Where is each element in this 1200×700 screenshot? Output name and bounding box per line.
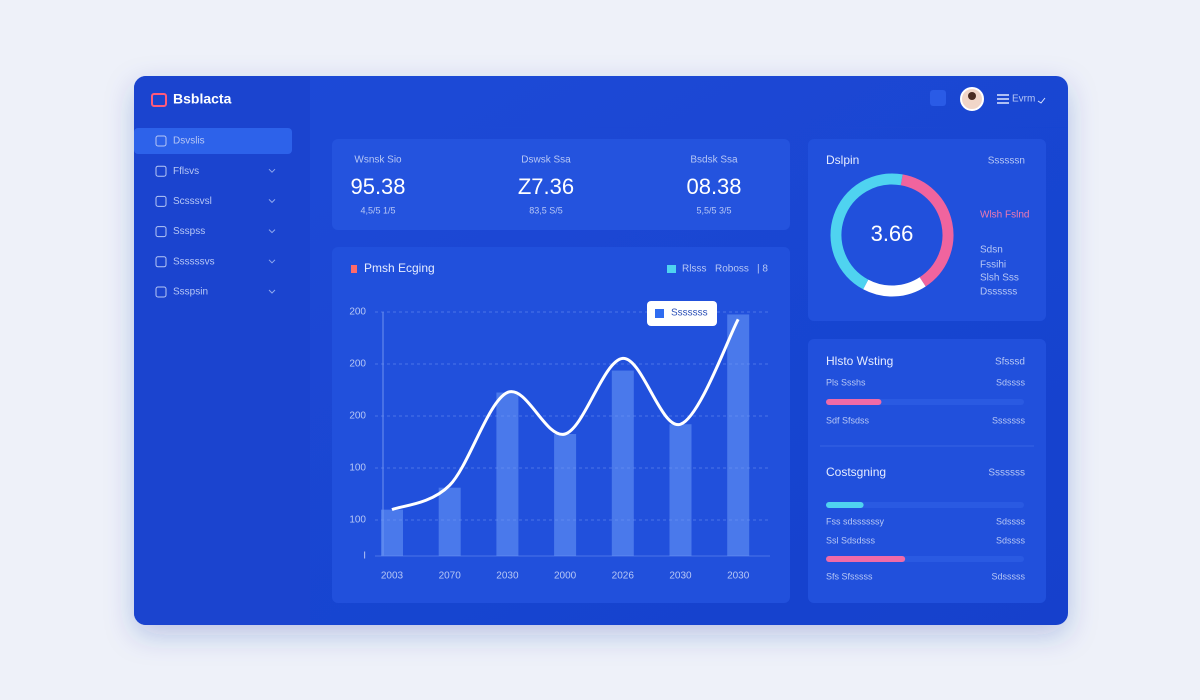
progress-label: Fss sdssssssy bbox=[826, 516, 885, 526]
stat-value: Z7.36 bbox=[518, 174, 574, 199]
y-axis-label: I bbox=[363, 551, 366, 562]
donut-action[interactable]: Ssssssn bbox=[988, 156, 1025, 167]
progress-bar bbox=[826, 556, 906, 562]
bar bbox=[727, 314, 750, 556]
sidebar bbox=[134, 76, 310, 625]
donut-segment bbox=[830, 173, 903, 290]
y-axis-label: 200 bbox=[349, 411, 366, 422]
nav-item[interactable]: Scsssvsl bbox=[173, 196, 212, 207]
y-axis-label: 200 bbox=[349, 359, 366, 370]
nav-icon bbox=[155, 135, 167, 147]
progress-right: Sdssss bbox=[996, 516, 1026, 526]
active-nav bbox=[134, 128, 292, 154]
chart-icon bbox=[351, 265, 357, 273]
stat-label: Dswsk Ssa bbox=[521, 155, 571, 166]
stat-label: Wsnsk Sio bbox=[354, 155, 402, 166]
progress-label: Sfs Sfsssss bbox=[826, 571, 873, 581]
bar bbox=[496, 392, 519, 556]
chart: Pmsh Ecging Rlsss Roboss | 8 200 200 200 100 100… bbox=[349, 261, 770, 582]
legend-label: Roboss bbox=[715, 264, 749, 275]
bar bbox=[611, 370, 634, 556]
progress-right: Sssssss bbox=[992, 415, 1026, 425]
chart-title: Pmsh Ecging bbox=[364, 261, 435, 275]
stat-value: 95.38 bbox=[350, 174, 405, 199]
x-axis-label: 2000 bbox=[554, 571, 577, 582]
progress-right: Sdssss bbox=[996, 377, 1026, 387]
progress-action[interactable]: Sfsssd bbox=[995, 357, 1025, 368]
avatar-head bbox=[968, 92, 976, 100]
donut-legend: Fssihi bbox=[980, 260, 1006, 271]
progress-title: Hlsto Wsting bbox=[826, 354, 893, 368]
legend-label: Rlsss bbox=[682, 264, 706, 275]
x-axis-label: 2030 bbox=[727, 571, 750, 582]
bar bbox=[554, 434, 577, 556]
stat-sub: 4,5/5 1/5 bbox=[360, 205, 395, 215]
progress-label: Ssl Sdsdsss bbox=[826, 535, 876, 545]
donut-legend: Dssssss bbox=[980, 287, 1017, 298]
donut-legend: Slsh Sss bbox=[980, 273, 1019, 284]
nav-icon bbox=[155, 195, 167, 207]
chevron bbox=[268, 259, 276, 264]
progress-right: Sdsssss bbox=[991, 571, 1025, 581]
nav-icon bbox=[155, 165, 167, 177]
chevron bbox=[268, 199, 276, 204]
x-axis-label: 2030 bbox=[669, 571, 692, 582]
nav-item[interactable]: Ssspsin bbox=[173, 287, 208, 298]
progress-label: Sdf Sfsdss bbox=[826, 415, 870, 425]
menu-icon[interactable] bbox=[997, 94, 1009, 104]
line bbox=[391, 318, 740, 512]
chevron bbox=[268, 168, 276, 173]
stats-card bbox=[332, 139, 790, 230]
progress-title: Costsgning bbox=[826, 465, 886, 479]
tooltip-swatch bbox=[655, 309, 664, 318]
donut-segment bbox=[900, 174, 954, 287]
x-axis-label: 2030 bbox=[496, 571, 519, 582]
stat-sub: 5,5/5 3/5 bbox=[696, 205, 731, 215]
stat-label: Bsdsk Ssa bbox=[690, 155, 738, 166]
donut-center: 3.66 bbox=[871, 221, 914, 246]
notification-icon[interactable] bbox=[930, 90, 946, 106]
brand-logo bbox=[151, 93, 167, 107]
brand: Bsblacta bbox=[173, 91, 232, 107]
tooltip bbox=[647, 301, 717, 326]
y-axis-label: 100 bbox=[349, 463, 366, 474]
stat-value: 08.38 bbox=[686, 174, 741, 199]
progress-right: Sdssss bbox=[996, 535, 1026, 545]
chevron bbox=[268, 229, 276, 234]
progress-action[interactable]: Sssssss bbox=[988, 468, 1025, 479]
donut-legend: Wlsh Fslnd bbox=[980, 210, 1029, 221]
nav-icon bbox=[155, 256, 167, 268]
donut-legend: Sdsn bbox=[980, 245, 1003, 256]
user-menu[interactable]: Evrm bbox=[1012, 94, 1035, 105]
donut-title: Dslpin bbox=[826, 153, 859, 167]
x-axis-label: 2070 bbox=[439, 571, 462, 582]
x-axis-label: 2003 bbox=[381, 571, 404, 582]
y-axis-label: 100 bbox=[349, 515, 366, 526]
nav-icon bbox=[155, 286, 167, 298]
stat-sub: 83,5 S/5 bbox=[529, 205, 563, 215]
legend-swatch bbox=[667, 265, 676, 273]
tooltip-text: Sssssss bbox=[671, 308, 708, 319]
progress-label: Pls Ssshs bbox=[826, 377, 866, 387]
bar bbox=[669, 424, 692, 556]
bar bbox=[381, 509, 403, 556]
progress-bar bbox=[826, 502, 864, 508]
donut-segment bbox=[863, 277, 926, 297]
chevron bbox=[268, 289, 276, 294]
nav-icon bbox=[155, 226, 167, 238]
bar bbox=[438, 487, 461, 556]
nav-item[interactable]: Dsvslis bbox=[173, 136, 205, 147]
nav-item[interactable]: Ssspss bbox=[173, 226, 205, 237]
progress-track bbox=[826, 502, 1024, 508]
progress-bar bbox=[826, 399, 882, 405]
chevron bbox=[1037, 97, 1046, 104]
legend-extra: | 8 bbox=[757, 264, 768, 275]
y-axis-label: 200 bbox=[349, 307, 366, 318]
nav-item[interactable]: Fflsvs bbox=[173, 166, 199, 177]
nav-item[interactable]: Ssssssvs bbox=[173, 256, 215, 267]
x-axis-label: 2026 bbox=[612, 571, 635, 582]
